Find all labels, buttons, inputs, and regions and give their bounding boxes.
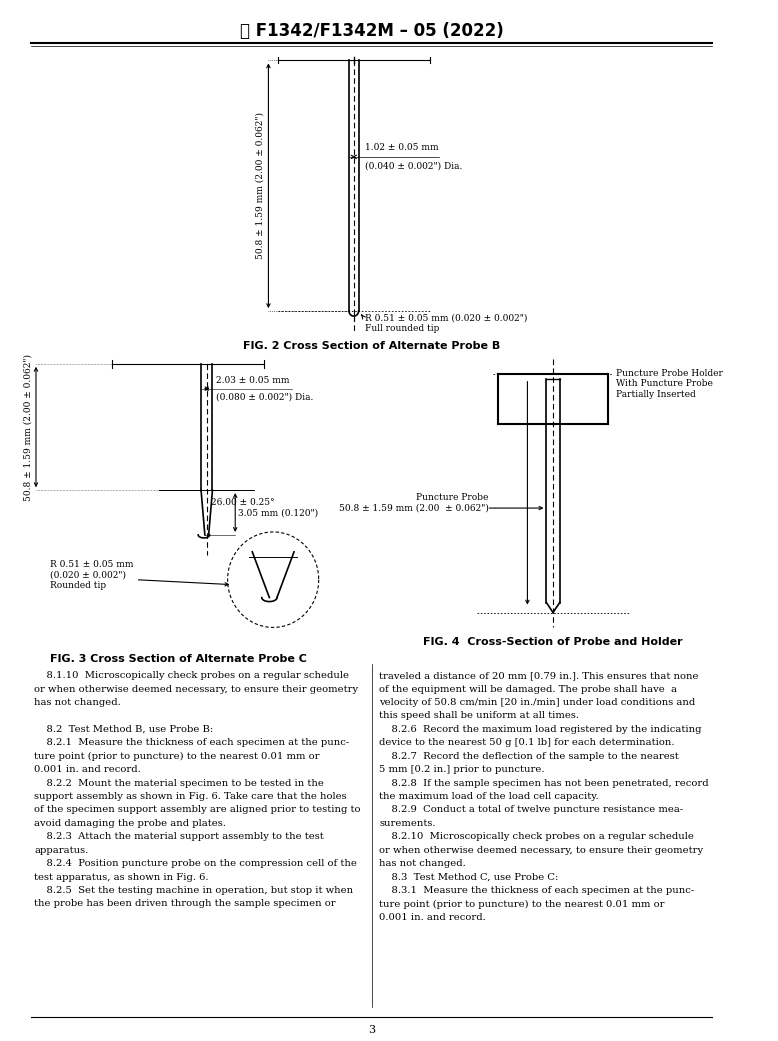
Text: (0.040 ± 0.002") Dia.: (0.040 ± 0.002") Dia.: [365, 162, 463, 171]
Text: 50.8 ± 1.59 mm (2.00 ± 0.062"): 50.8 ± 1.59 mm (2.00 ± 0.062"): [23, 354, 32, 501]
Text: 0.001 in. and record.: 0.001 in. and record.: [34, 765, 141, 775]
Text: Full rounded tip: Full rounded tip: [365, 324, 440, 333]
Text: 8.2.6  Record the maximum load registered by the indicating: 8.2.6 Record the maximum load registered…: [380, 725, 702, 734]
Text: ture point (prior to puncture) to the nearest 0.01 mm or: ture point (prior to puncture) to the ne…: [34, 752, 320, 761]
Text: velocity of 50.8 cm/min [20 in./min] under load conditions and: velocity of 50.8 cm/min [20 in./min] und…: [380, 699, 696, 707]
Text: this speed shall be uniform at all times.: this speed shall be uniform at all times…: [380, 711, 580, 720]
Text: or when otherwise deemed necessary, to ensure their geometry: or when otherwise deemed necessary, to e…: [34, 685, 358, 693]
Text: 5 mm [0.2 in.] prior to puncture.: 5 mm [0.2 in.] prior to puncture.: [380, 765, 545, 775]
Text: 8.2.3  Attach the material support assembly to the test: 8.2.3 Attach the material support assemb…: [34, 833, 324, 841]
Text: 8.3.1  Measure the thickness of each specimen at the punc-: 8.3.1 Measure the thickness of each spec…: [380, 886, 695, 895]
Text: 0.001 in. and record.: 0.001 in. and record.: [380, 913, 486, 922]
Text: 8.2.2  Mount the material specimen to be tested in the: 8.2.2 Mount the material specimen to be …: [34, 779, 324, 788]
Text: FIG. 2 Cross Section of Alternate Probe B: FIG. 2 Cross Section of Alternate Probe …: [244, 341, 500, 351]
Text: FIG. 4  Cross-Section of Probe and Holder: FIG. 4 Cross-Section of Probe and Holder: [423, 637, 683, 648]
Text: 3: 3: [368, 1025, 376, 1035]
Text: 8.2.8  If the sample specimen has not been penetrated, record: 8.2.8 If the sample specimen has not bee…: [380, 779, 709, 788]
Text: 8.3  Test Method C, use Probe C:: 8.3 Test Method C, use Probe C:: [380, 872, 559, 882]
Text: ture point (prior to puncture) to the nearest 0.01 mm or: ture point (prior to puncture) to the ne…: [380, 899, 665, 909]
Text: R 0.51 ± 0.05 mm
(0.020 ± 0.002")
Rounded tip: R 0.51 ± 0.05 mm (0.020 ± 0.002") Rounde…: [51, 560, 134, 589]
Text: 8.2.1  Measure the thickness of each specimen at the punc-: 8.2.1 Measure the thickness of each spec…: [34, 738, 349, 747]
Text: 26.00 ± 0.25°: 26.00 ± 0.25°: [211, 499, 274, 507]
Text: 2.03 ± 0.05 mm: 2.03 ± 0.05 mm: [216, 376, 289, 385]
Text: 3.05 mm (0.120"): 3.05 mm (0.120"): [238, 508, 318, 517]
Text: the maximum load of the load cell capacity.: the maximum load of the load cell capaci…: [380, 792, 599, 801]
Text: 8.2.7  Record the deflection of the sample to the nearest: 8.2.7 Record the deflection of the sampl…: [380, 752, 679, 761]
Text: of the equipment will be damaged. The probe shall have  a: of the equipment will be damaged. The pr…: [380, 685, 678, 693]
Text: (0.080 ± 0.002") Dia.: (0.080 ± 0.002") Dia.: [216, 392, 314, 402]
Text: test apparatus, as shown in Fig. 6.: test apparatus, as shown in Fig. 6.: [34, 872, 209, 882]
Text: or when otherwise deemed necessary, to ensure their geometry: or when otherwise deemed necessary, to e…: [380, 845, 703, 855]
Text: 8.2.4  Position puncture probe on the compression cell of the: 8.2.4 Position puncture probe on the com…: [34, 859, 357, 868]
Text: 8.2.10  Microscopically check probes on a regular schedule: 8.2.10 Microscopically check probes on a…: [380, 833, 694, 841]
Text: has not changed.: has not changed.: [380, 859, 466, 868]
Text: FIG. 3 Cross Section of Alternate Probe C: FIG. 3 Cross Section of Alternate Probe …: [50, 655, 307, 664]
Text: has not changed.: has not changed.: [34, 699, 121, 707]
Text: the probe has been driven through the sample specimen or: the probe has been driven through the sa…: [34, 899, 336, 909]
Text: support assembly as shown in Fig. 6. Take care that the holes: support assembly as shown in Fig. 6. Tak…: [34, 792, 347, 801]
Text: 8.2.5  Set the testing machine in operation, but stop it when: 8.2.5 Set the testing machine in operati…: [34, 886, 353, 895]
Text: of the specimen support assembly are aligned prior to testing to: of the specimen support assembly are ali…: [34, 806, 360, 814]
Text: 50.8 ± 1.59 mm (2.00 ± 0.062"): 50.8 ± 1.59 mm (2.00 ± 0.062"): [256, 112, 265, 259]
Text: device to the nearest 50 g [0.1 lb] for each determination.: device to the nearest 50 g [0.1 lb] for …: [380, 738, 675, 747]
Text: traveled a distance of 20 mm [0.79 in.]. This ensures that none: traveled a distance of 20 mm [0.79 in.].…: [380, 671, 699, 680]
Text: Puncture Probe
50.8 ± 1.59 mm (2.00  ± 0.062"): Puncture Probe 50.8 ± 1.59 mm (2.00 ± 0.…: [338, 493, 489, 513]
Text: surements.: surements.: [380, 819, 436, 828]
Text: R 0.51 ± 0.05 mm (0.020 ± 0.002"): R 0.51 ± 0.05 mm (0.020 ± 0.002"): [365, 313, 527, 322]
Text: 8.1.10  Microscopically check probes on a regular schedule: 8.1.10 Microscopically check probes on a…: [34, 671, 349, 680]
Text: 1.02 ± 0.05 mm: 1.02 ± 0.05 mm: [365, 143, 439, 152]
Text: Puncture Probe Holder
With Puncture Probe
Partially Inserted: Puncture Probe Holder With Puncture Prob…: [615, 369, 723, 399]
Text: avoid damaging the probe and plates.: avoid damaging the probe and plates.: [34, 819, 226, 828]
Text: 8.2  Test Method B, use Probe B:: 8.2 Test Method B, use Probe B:: [34, 725, 213, 734]
Text: apparatus.: apparatus.: [34, 845, 89, 855]
Text: 8.2.9  Conduct a total of twelve puncture resistance mea-: 8.2.9 Conduct a total of twelve puncture…: [380, 806, 684, 814]
Text: Ⓜ F1342/F1342M – 05 (2022): Ⓜ F1342/F1342M – 05 (2022): [240, 22, 503, 40]
